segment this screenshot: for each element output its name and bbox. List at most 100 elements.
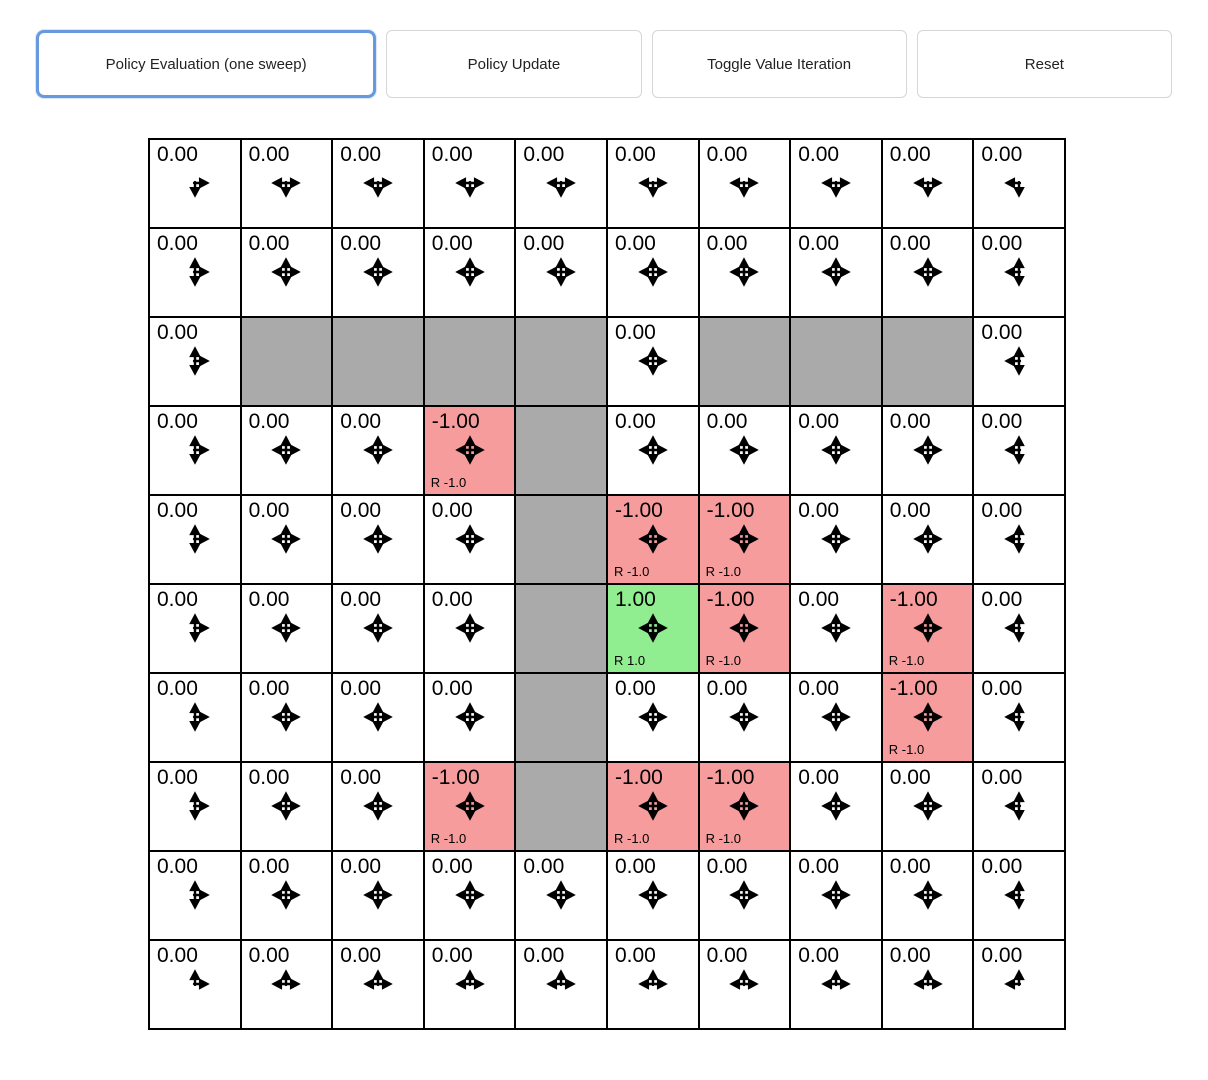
grid-cell: 0.00 [423,139,516,228]
cell-reward: R -1.0 [430,831,467,846]
policy-arrow-icon [333,880,423,910]
reset-button[interactable]: Reset [916,30,1172,98]
policy-arrow-icon [700,791,790,821]
cell-value: 0.00 [614,855,656,878]
cell-value: 0.00 [340,588,382,611]
cell-value: -1.00 [431,766,480,789]
gridworld: 0.00 0.00 0.00 0.00 0.00 0.00 0.00 0.00 0.00 0.00… [148,138,1066,1030]
grid-cell: 0.00 [240,228,333,317]
grid-cell: 0.00 [240,940,333,1029]
grid-cell: 0.00 [698,673,791,762]
cell-value: 0.00 [706,944,748,967]
grid-cell: 0.00 [423,851,516,940]
policy-arrow-icon [700,168,790,198]
cell-value: 0.00 [431,944,473,967]
cell-value: -1.00 [889,588,938,611]
cell-value: 0.00 [340,944,382,967]
policy-arrow-icon [242,257,332,287]
cell-value: 0.00 [889,143,931,166]
grid-cell: 0.00 [515,851,607,940]
cell-value: 0.00 [981,855,1023,878]
grid-cell: 0.00 [790,584,882,673]
wall-cell [332,317,424,406]
cell-value: 0.00 [614,677,656,700]
grid-cell: -1.00 R -1.0 [881,673,974,762]
policy-arrow-icon [883,702,973,732]
policy-arrow-icon [700,702,790,732]
grid-cell: -1.00 R -1.0 [881,584,974,673]
grid-cell: 0.00 [423,584,516,673]
policy-arrow-icon [150,791,240,821]
grid-cell: 0.00 [423,940,516,1029]
grid-cell: 0.00 [881,228,974,317]
cell-reward: R -1.0 [888,653,925,668]
grid-cell: 0.00 [332,673,424,762]
grid-cell: 0.00 [515,228,607,317]
policy-arrow-icon [883,435,973,465]
grid-cell: 0.00 [881,851,974,940]
cell-value: -1.00 [889,677,938,700]
cell-value: -1.00 [431,410,480,433]
cell-value: 0.00 [248,677,290,700]
grid-cell: 0.00 [606,228,699,317]
policy-arrow-icon [608,435,698,465]
cell-value: 0.00 [798,588,840,611]
cell-value: 0.00 [706,232,748,255]
wall-cell [515,762,607,851]
grid-cell: -1.00 R -1.0 [606,762,699,851]
policy-arrow-icon [608,702,698,732]
cell-value: 0.00 [889,410,931,433]
policy-evaluation-button[interactable]: Policy Evaluation (one sweep) [36,30,377,98]
grid-cell: -1.00 R -1.0 [606,495,699,584]
policy-arrow-icon [150,346,240,376]
policy-arrow-icon [974,969,1064,999]
policy-arrow-icon [974,346,1064,376]
policy-arrow-icon [333,969,423,999]
grid-cell: 0.00 [332,139,424,228]
grid-cell: 0.00 [606,317,699,406]
wall-cell [515,495,607,584]
policy-arrow-icon [150,168,240,198]
policy-arrow-icon [700,435,790,465]
cell-value: 0.00 [614,944,656,967]
cell-value: 0.00 [981,143,1023,166]
policy-arrow-icon [974,435,1064,465]
grid-cell: 0.00 [149,139,241,228]
grid-cell: 0.00 [606,406,699,495]
cell-value: 0.00 [340,855,382,878]
cell-value: 0.00 [889,944,931,967]
cell-value: 0.00 [706,677,748,700]
grid-cell: 0.00 [790,762,882,851]
cell-value: 0.00 [157,855,198,878]
policy-arrow-icon [974,168,1064,198]
cell-value: 0.00 [798,855,840,878]
cell-value: 0.00 [431,143,473,166]
policy-update-button[interactable]: Policy Update [386,30,642,98]
policy-arrow-icon [608,880,698,910]
toggle-value-iteration-button[interactable]: Toggle Value Iteration [651,30,907,98]
cell-value: 0.00 [981,944,1023,967]
policy-arrow-icon [608,524,698,554]
wall-cell [515,673,607,762]
cell-value: 0.00 [340,410,382,433]
cell-value: 0.00 [981,232,1023,255]
policy-arrow-icon [791,257,881,287]
cell-value: -1.00 [614,499,663,522]
cell-value: 0.00 [157,766,198,789]
cell-value: 0.00 [798,499,840,522]
policy-arrow-icon [242,791,332,821]
grid-cell: 0.00 [240,139,333,228]
grid-cell: 0.00 [881,762,974,851]
policy-arrow-icon [333,613,423,643]
grid-cell: 0.00 [423,673,516,762]
policy-arrow-icon [791,435,881,465]
policy-arrow-icon [791,168,881,198]
cell-value: 0.00 [157,410,198,433]
policy-arrow-icon [974,880,1064,910]
policy-arrow-icon [333,524,423,554]
cell-value: 0.00 [157,677,198,700]
cell-value: 0.00 [340,143,382,166]
cell-value: 0.00 [798,143,840,166]
policy-arrow-icon [700,613,790,643]
toolbar: Policy Evaluation (one sweep) Policy Upd… [0,0,1208,98]
